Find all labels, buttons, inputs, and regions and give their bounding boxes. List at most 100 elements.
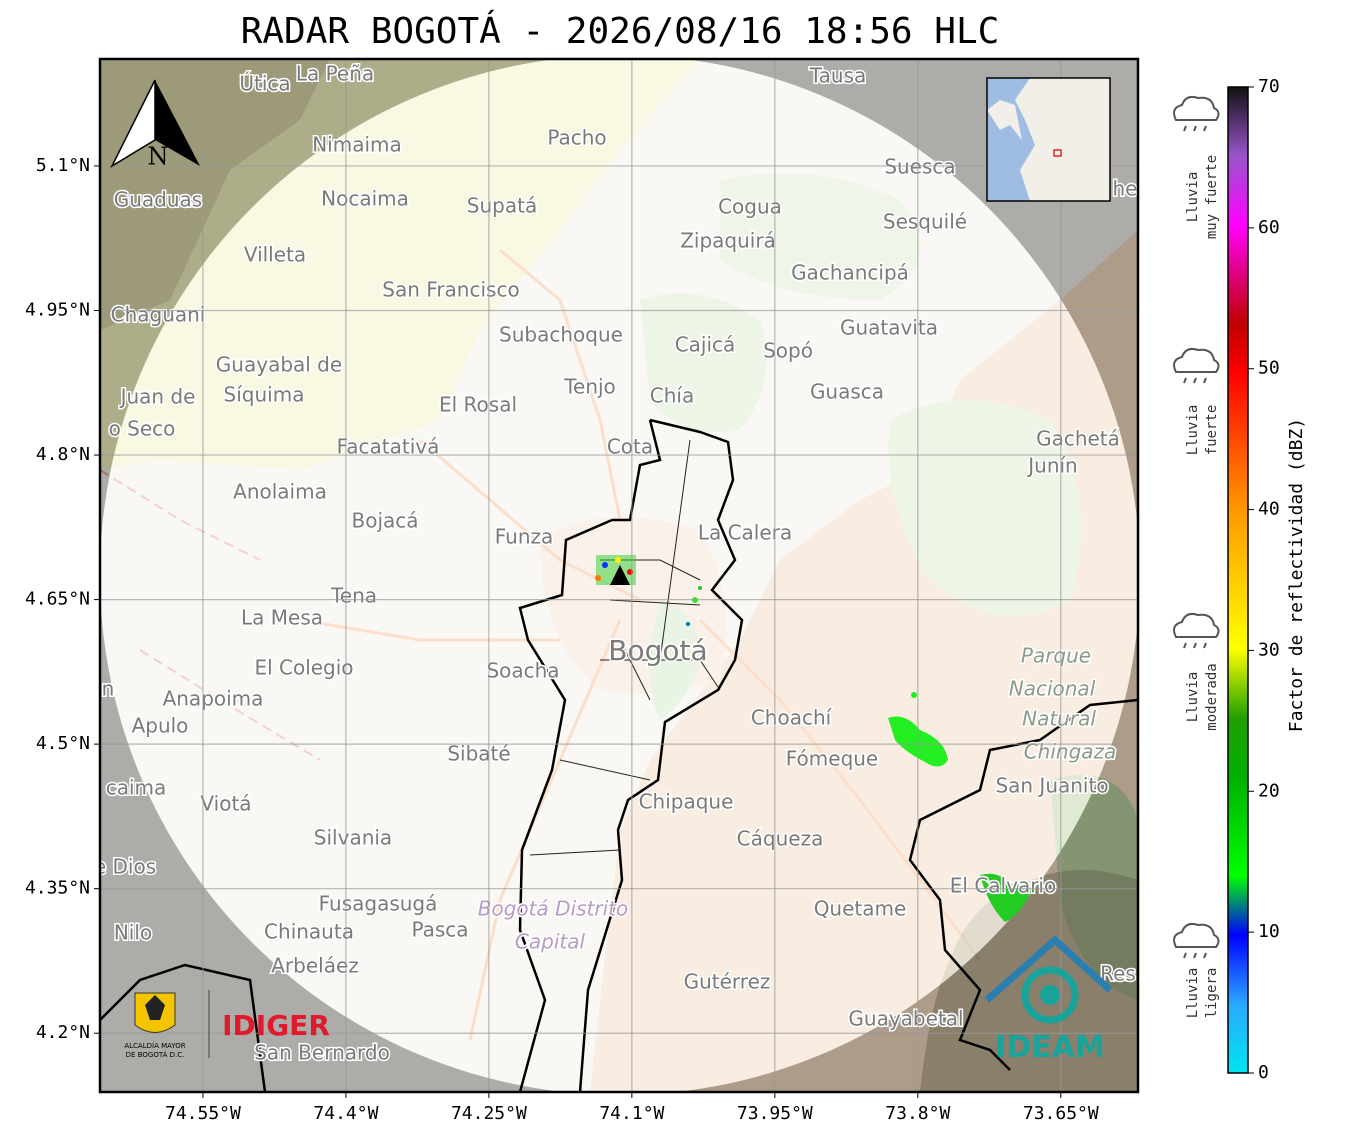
map-frame [98, 57, 1140, 1094]
place-label: he [1113, 177, 1138, 201]
north-label: N [148, 143, 169, 171]
place-label: Chía [650, 384, 694, 408]
rain-category-label: Lluvia [1185, 405, 1201, 456]
place-label: Chingaza [1024, 740, 1117, 764]
place-label: Junín [1026, 454, 1077, 478]
rain-category-label: Lluvia [1185, 672, 1201, 723]
rain-category-label: moderada [1204, 663, 1220, 730]
place-label: Nocaima [321, 187, 409, 211]
place-label: Choachí [751, 706, 833, 730]
x-tick-label: 74.1°W [599, 1103, 664, 1124]
grid [100, 59, 1138, 1092]
axes: 74.55°W 74.4°W 74.25°W 74.1°W 73.95°W 73.8°W 7… [25, 155, 1099, 1124]
north-arrow: N [110, 79, 200, 171]
title: RADAR BOGOTÁ - 2026/08/16 18:56 HLC [241, 10, 1000, 52]
place-label: Silvania [314, 826, 392, 850]
place-label: Quetame [814, 897, 907, 921]
place-label: Guasca [810, 380, 884, 404]
x-tick-label: 73.65°W [1023, 1103, 1099, 1124]
colorbar-tick-label: 40 [1258, 499, 1280, 520]
y-tick-label: 4.35°N [25, 878, 90, 899]
place-label: Tenjo [563, 375, 616, 399]
place-label: Chinauta [264, 920, 354, 944]
place-label: Juan de [119, 385, 196, 409]
place-label: Subachoque [499, 323, 623, 347]
place-label: Nacional [1009, 677, 1096, 701]
place-label: Cáqueza [737, 827, 824, 851]
x-tick-label: 74.4°W [313, 1103, 378, 1124]
place-label: e Dios [94, 855, 156, 879]
ideam-text: IDEAM [995, 1030, 1105, 1065]
place-label: Chipaque [639, 790, 734, 814]
colorbar-tick-label: 60 [1258, 217, 1280, 238]
alcaldia-text: ALCALDÍA MAYOR [124, 1041, 185, 1050]
place-label: Fusagasugá [319, 892, 438, 916]
place-label: El Colegio [254, 656, 353, 680]
department-boundary [100, 963, 267, 1092]
place-label: Anolaima [233, 480, 327, 504]
weather-icon-drops [1183, 377, 1207, 384]
place-label: Funza [495, 525, 554, 549]
y-tick-label: 4.8°N [36, 444, 90, 465]
weather-icon [1173, 612, 1220, 638]
place-label: Apulo [132, 714, 189, 738]
place-label: Gutérrez [684, 970, 771, 994]
localities [529, 439, 721, 856]
place-label: El Rosal [439, 393, 517, 417]
department-boundary [908, 698, 1138, 1071]
rain-category-label: fuerte [1204, 405, 1220, 456]
place-label: Parque [1021, 644, 1091, 668]
place-label: Bogotá [608, 634, 707, 667]
place-label: Arbeláez [271, 954, 359, 978]
y-tick-label: 4.5°N [36, 733, 90, 754]
y-tick-label: 4.65°N [25, 589, 90, 610]
place-label: Capital [515, 930, 586, 954]
weather-icon-drops [1183, 125, 1207, 132]
place-label: Cajicá [675, 333, 736, 357]
place-label: Zipaquirá [680, 229, 776, 253]
place-label: Útica [239, 72, 290, 96]
place-label: Chaguani [111, 303, 206, 327]
colorbar-tick-label: 50 [1258, 358, 1280, 379]
place-label: Nimaima [312, 133, 402, 157]
place-label: Sesquilé [883, 210, 967, 234]
rain-category-label: ligera [1204, 968, 1220, 1019]
place-label: Guayabetal [848, 1007, 963, 1031]
weather-icon [1173, 922, 1220, 948]
place-label: El Calvario [950, 874, 1056, 898]
place-label: Soacha [486, 659, 559, 683]
weather-icon [1173, 347, 1220, 373]
place-label: Tena [330, 584, 377, 608]
place-label: Síquima [224, 383, 305, 407]
colorbar [1227, 86, 1249, 1074]
weather-icon-drops [1183, 952, 1207, 959]
ideam-logo: IDEAM [984, 935, 1113, 1065]
idiger-text: IDIGER [222, 1009, 330, 1042]
place-label: Gachetá [1036, 427, 1120, 451]
place-label: La Peña [296, 62, 374, 86]
place-label: o Seco [109, 417, 176, 441]
y-tick-label: 4.2°N [36, 1022, 90, 1043]
place-label: Gachancipá [791, 261, 909, 285]
place-label: Fómeque [786, 747, 879, 771]
alcaldia-text: DE BOGOTÁ D.C. [126, 1050, 185, 1059]
place-label: n [102, 677, 115, 701]
x-tick-label: 74.55°W [165, 1103, 241, 1124]
place-label: Guatavita [840, 316, 938, 340]
x-tick-label: 73.95°W [737, 1103, 813, 1124]
rain-category-label: muy fuerte [1204, 155, 1220, 239]
colorbar-tick-label: 0 [1258, 1062, 1269, 1083]
place-label: Natural [1022, 707, 1096, 731]
place-label: La Calera [698, 521, 792, 545]
place-label: San Francisco [382, 278, 519, 302]
place-label: Tausa [809, 64, 867, 88]
place-label: Guayabal de [216, 353, 342, 377]
place-label: La Mesa [241, 606, 323, 630]
place-label: Pasca [411, 918, 468, 942]
colorbar-tick-label: 30 [1258, 639, 1280, 660]
colorbar-tick-label: 20 [1258, 780, 1280, 801]
place-label: Guaduas [114, 188, 202, 212]
